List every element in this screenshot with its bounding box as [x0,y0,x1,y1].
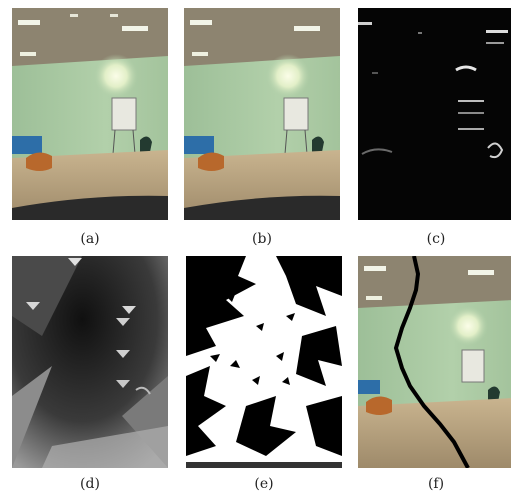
panel-e-binary-segmentation [186,256,342,468]
boundary-line [393,256,470,468]
caption-a: (a) [80,231,100,247]
caption-c: (c) [426,231,446,247]
panel-c-edge-map [358,8,511,220]
panel-b-room-photo [184,8,340,220]
caption-b: (b) [252,231,272,247]
panel-f-room-photo-with-boundary [358,256,511,468]
panel-a-room-photo [12,8,168,220]
room-photo-a [12,8,168,220]
caption-f: (f) [427,476,445,492]
room-photo-b [184,8,340,220]
binary-segmentation [186,256,342,468]
panel-d-grayscale-map [12,256,168,468]
room-photo-f [358,256,511,468]
caption-d: (d) [80,476,100,492]
caption-e: (e) [254,476,274,492]
edge-map [358,8,511,220]
grayscale-map [12,256,168,468]
